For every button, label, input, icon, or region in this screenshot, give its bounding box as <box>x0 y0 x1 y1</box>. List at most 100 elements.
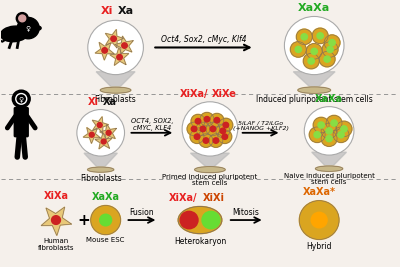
Circle shape <box>290 42 306 57</box>
Circle shape <box>331 120 337 126</box>
Circle shape <box>318 122 324 128</box>
Text: XiXe: XiXe <box>212 89 237 99</box>
Polygon shape <box>95 42 114 60</box>
Circle shape <box>88 20 143 75</box>
Circle shape <box>97 123 102 127</box>
Circle shape <box>311 212 327 228</box>
Text: OCT4, SOX2,
cMYC, KLF4: OCT4, SOX2, cMYC, KLF4 <box>130 118 173 131</box>
Circle shape <box>210 113 224 127</box>
Circle shape <box>16 13 28 24</box>
Circle shape <box>306 44 322 59</box>
Circle shape <box>341 126 347 132</box>
Text: Fibroblasts: Fibroblasts <box>95 95 136 104</box>
Circle shape <box>100 214 112 226</box>
Circle shape <box>91 206 120 235</box>
Text: Mouse ESC: Mouse ESC <box>86 238 125 244</box>
Circle shape <box>304 107 354 155</box>
Text: Xa: Xa <box>118 6 134 17</box>
Circle shape <box>326 128 332 134</box>
Text: fibroblasts: fibroblasts <box>38 245 74 251</box>
Circle shape <box>324 35 340 50</box>
Text: Heterokaryon: Heterokaryon <box>174 238 226 246</box>
Circle shape <box>336 121 352 137</box>
Circle shape <box>214 117 220 123</box>
Circle shape <box>308 58 314 64</box>
Circle shape <box>122 43 127 48</box>
Text: Human: Human <box>43 238 69 245</box>
Text: XiXa/: XiXa/ <box>168 193 197 203</box>
Text: Fibroblasts: Fibroblasts <box>80 174 122 183</box>
Text: Oct4, Sox2, cMyc, Klf4: Oct4, Sox2, cMyc, Klf4 <box>161 35 246 44</box>
Circle shape <box>209 134 223 147</box>
Circle shape <box>309 127 325 143</box>
Text: Fusion: Fusion <box>130 208 154 217</box>
Circle shape <box>299 201 339 239</box>
Text: Naive induced pluripotent: Naive induced pluripotent <box>284 172 374 179</box>
Circle shape <box>321 123 337 139</box>
Text: XaXa: XaXa <box>92 192 120 202</box>
Circle shape <box>190 130 204 143</box>
Circle shape <box>295 46 302 53</box>
Text: Induced pluripotent stem cells: Induced pluripotent stem cells <box>256 95 372 104</box>
Polygon shape <box>293 72 335 87</box>
Polygon shape <box>110 48 129 65</box>
Text: XaXa*: XaXa* <box>303 187 336 197</box>
Circle shape <box>312 28 328 44</box>
Circle shape <box>213 138 219 143</box>
Circle shape <box>314 132 320 138</box>
FancyBboxPatch shape <box>14 108 28 137</box>
Circle shape <box>329 40 335 46</box>
Ellipse shape <box>298 87 330 93</box>
Circle shape <box>52 216 60 224</box>
Circle shape <box>327 46 333 53</box>
Circle shape <box>333 127 349 143</box>
Circle shape <box>19 15 26 22</box>
Text: XaXa: XaXa <box>315 94 343 104</box>
Circle shape <box>206 122 220 136</box>
Polygon shape <box>41 207 71 235</box>
Circle shape <box>117 54 122 60</box>
Text: ♀: ♀ <box>26 25 31 31</box>
Circle shape <box>89 132 94 137</box>
Text: Primed induced pluripotent: Primed induced pluripotent <box>162 174 258 179</box>
Polygon shape <box>312 152 346 166</box>
Circle shape <box>203 138 209 143</box>
Text: stem cells: stem cells <box>192 180 228 186</box>
Ellipse shape <box>0 26 28 42</box>
Text: 5iLAF / T2iLGo
(+NANOG +KLF2): 5iLAF / T2iLGo (+NANOG +KLF2) <box>232 120 288 131</box>
Circle shape <box>199 134 213 147</box>
Text: Xa: Xa <box>103 97 117 107</box>
Circle shape <box>17 17 39 39</box>
Circle shape <box>326 115 342 131</box>
Text: Xi: Xi <box>101 6 114 17</box>
Circle shape <box>216 124 230 138</box>
Circle shape <box>301 34 308 40</box>
Circle shape <box>194 134 200 139</box>
Polygon shape <box>83 128 100 143</box>
Circle shape <box>202 211 220 229</box>
Text: XaXa: XaXa <box>298 3 330 13</box>
Circle shape <box>324 56 330 62</box>
Polygon shape <box>115 36 133 54</box>
Text: Hybrid: Hybrid <box>306 242 332 251</box>
Circle shape <box>210 126 216 132</box>
Text: +: + <box>78 213 90 227</box>
Circle shape <box>311 48 317 54</box>
Circle shape <box>101 139 106 144</box>
Circle shape <box>106 130 111 135</box>
Circle shape <box>338 132 344 138</box>
Circle shape <box>223 122 229 128</box>
Circle shape <box>322 42 338 57</box>
Circle shape <box>218 130 232 143</box>
Polygon shape <box>105 29 124 48</box>
Circle shape <box>195 119 201 124</box>
Ellipse shape <box>178 206 222 234</box>
Circle shape <box>219 118 233 132</box>
Circle shape <box>313 117 329 133</box>
Circle shape <box>326 136 332 142</box>
Circle shape <box>200 112 214 126</box>
Text: Xi: Xi <box>88 97 99 107</box>
Text: Mitosis: Mitosis <box>233 208 260 217</box>
Circle shape <box>303 53 319 69</box>
Circle shape <box>12 90 30 108</box>
